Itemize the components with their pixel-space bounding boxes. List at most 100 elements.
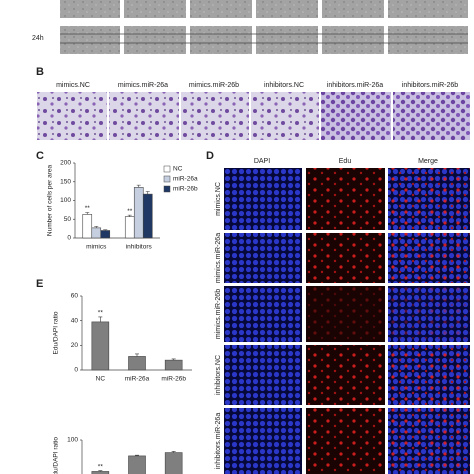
significance: **	[98, 463, 104, 470]
bar	[164, 359, 183, 371]
legend-swatch	[163, 185, 171, 193]
row-label: inhibitors.NC	[215, 355, 222, 395]
y-tick-label: 60	[71, 293, 79, 300]
edu-signal	[306, 345, 385, 405]
legend-label: miR-26b	[173, 186, 198, 193]
x-tick-label: NC	[96, 376, 106, 383]
image	[322, 26, 384, 54]
image	[190, 0, 252, 18]
panel-label: B	[36, 66, 44, 78]
column-label: inhibitors.miR-26a	[327, 82, 384, 89]
dapi-image	[224, 286, 302, 342]
dapi-image	[224, 233, 302, 283]
significance: **	[127, 208, 133, 215]
row-label: inhibitors.miR-26a	[215, 413, 222, 470]
image	[256, 0, 318, 18]
error-bar	[103, 229, 108, 231]
column-label: mimics.NC	[56, 82, 90, 89]
y-axis-label: Edu/DAPI ratio	[53, 311, 60, 354]
edu-signal	[306, 408, 385, 474]
image	[322, 0, 384, 18]
y-tick-label: 200	[60, 160, 71, 167]
error-bar	[127, 214, 132, 217]
edu-signal	[306, 168, 385, 230]
bar	[128, 455, 146, 474]
image	[37, 92, 107, 140]
edu-signal	[306, 233, 385, 283]
column-label: mimics.miR-26b	[189, 82, 239, 89]
legend-label: miR-26a	[173, 176, 198, 183]
y-tick-label: 40	[71, 317, 79, 324]
column-label: DAPI	[254, 158, 270, 165]
image	[388, 26, 468, 54]
dapi-image	[224, 345, 302, 405]
error-bar	[85, 212, 90, 215]
bar	[91, 227, 102, 239]
merge-signal	[388, 233, 470, 283]
image	[124, 26, 186, 54]
column-label: mimics.miR-26a	[118, 82, 168, 89]
time-label: 24h	[32, 35, 44, 42]
image	[388, 0, 468, 18]
image-grid: mimics.NC mimics.miR-26a mimics.miR-26b inh…	[215, 168, 470, 474]
x-tick-label: inhibitors	[126, 244, 153, 251]
edu-signal	[306, 286, 385, 342]
column-label: Merge	[418, 158, 438, 165]
error-bar	[98, 470, 103, 472]
error-bar	[135, 353, 139, 357]
row-label: mimics.miR-26a	[215, 233, 222, 283]
error-bar	[136, 184, 141, 188]
image	[393, 92, 470, 140]
significance: **	[85, 205, 91, 212]
bar	[82, 214, 93, 239]
column-label: inhibitors.NC	[264, 82, 304, 89]
error-bar	[98, 316, 103, 322]
image	[109, 92, 179, 140]
panel-label: E	[36, 278, 43, 290]
y-axis-label: Edu/DAPI ratio	[53, 437, 60, 474]
x-tick-label: miR-26a	[125, 376, 150, 383]
significance: **	[98, 310, 104, 317]
merge-signal	[388, 408, 470, 474]
y-axis-label: Number of cells per area	[47, 165, 54, 237]
legend-swatch	[163, 165, 171, 173]
image	[321, 92, 391, 140]
bar	[100, 230, 111, 239]
x-tick-label: miR-26b	[161, 376, 186, 383]
y-tick-label: 100	[60, 197, 71, 204]
y-tick-label: 0	[74, 367, 78, 374]
image	[190, 26, 252, 54]
error-bar	[135, 454, 139, 456]
bar	[133, 187, 144, 239]
y-tick-label: 50	[64, 216, 72, 223]
panel-d: D DAPI Edu Merge mimics.NC mimics.miR-26a…	[206, 150, 470, 474]
image	[124, 0, 186, 18]
image	[60, 26, 120, 54]
image	[256, 26, 318, 54]
error-bar	[171, 358, 176, 361]
legend-label: NC	[173, 166, 183, 173]
error-bar	[171, 451, 176, 453]
panel-label: D	[206, 150, 214, 162]
row-label: mimics.NC	[215, 182, 222, 216]
bar	[142, 193, 153, 239]
y-tick-label: 20	[71, 342, 79, 349]
y-tick-label: 150	[60, 178, 71, 185]
bar	[128, 356, 146, 371]
merge-signal	[388, 286, 470, 342]
merge-signal	[388, 345, 470, 405]
error-bar	[94, 226, 99, 228]
legend-swatch	[163, 175, 171, 183]
image	[251, 92, 319, 140]
panel-a: 24h	[32, 0, 468, 54]
image	[181, 92, 249, 140]
image	[60, 0, 120, 18]
merge-signal	[388, 168, 470, 230]
bar	[164, 452, 183, 474]
row-label: mimics.miR-26b	[215, 289, 222, 339]
dapi-image	[224, 408, 302, 474]
bar	[91, 321, 110, 371]
y-tick-label: 100	[67, 437, 78, 444]
